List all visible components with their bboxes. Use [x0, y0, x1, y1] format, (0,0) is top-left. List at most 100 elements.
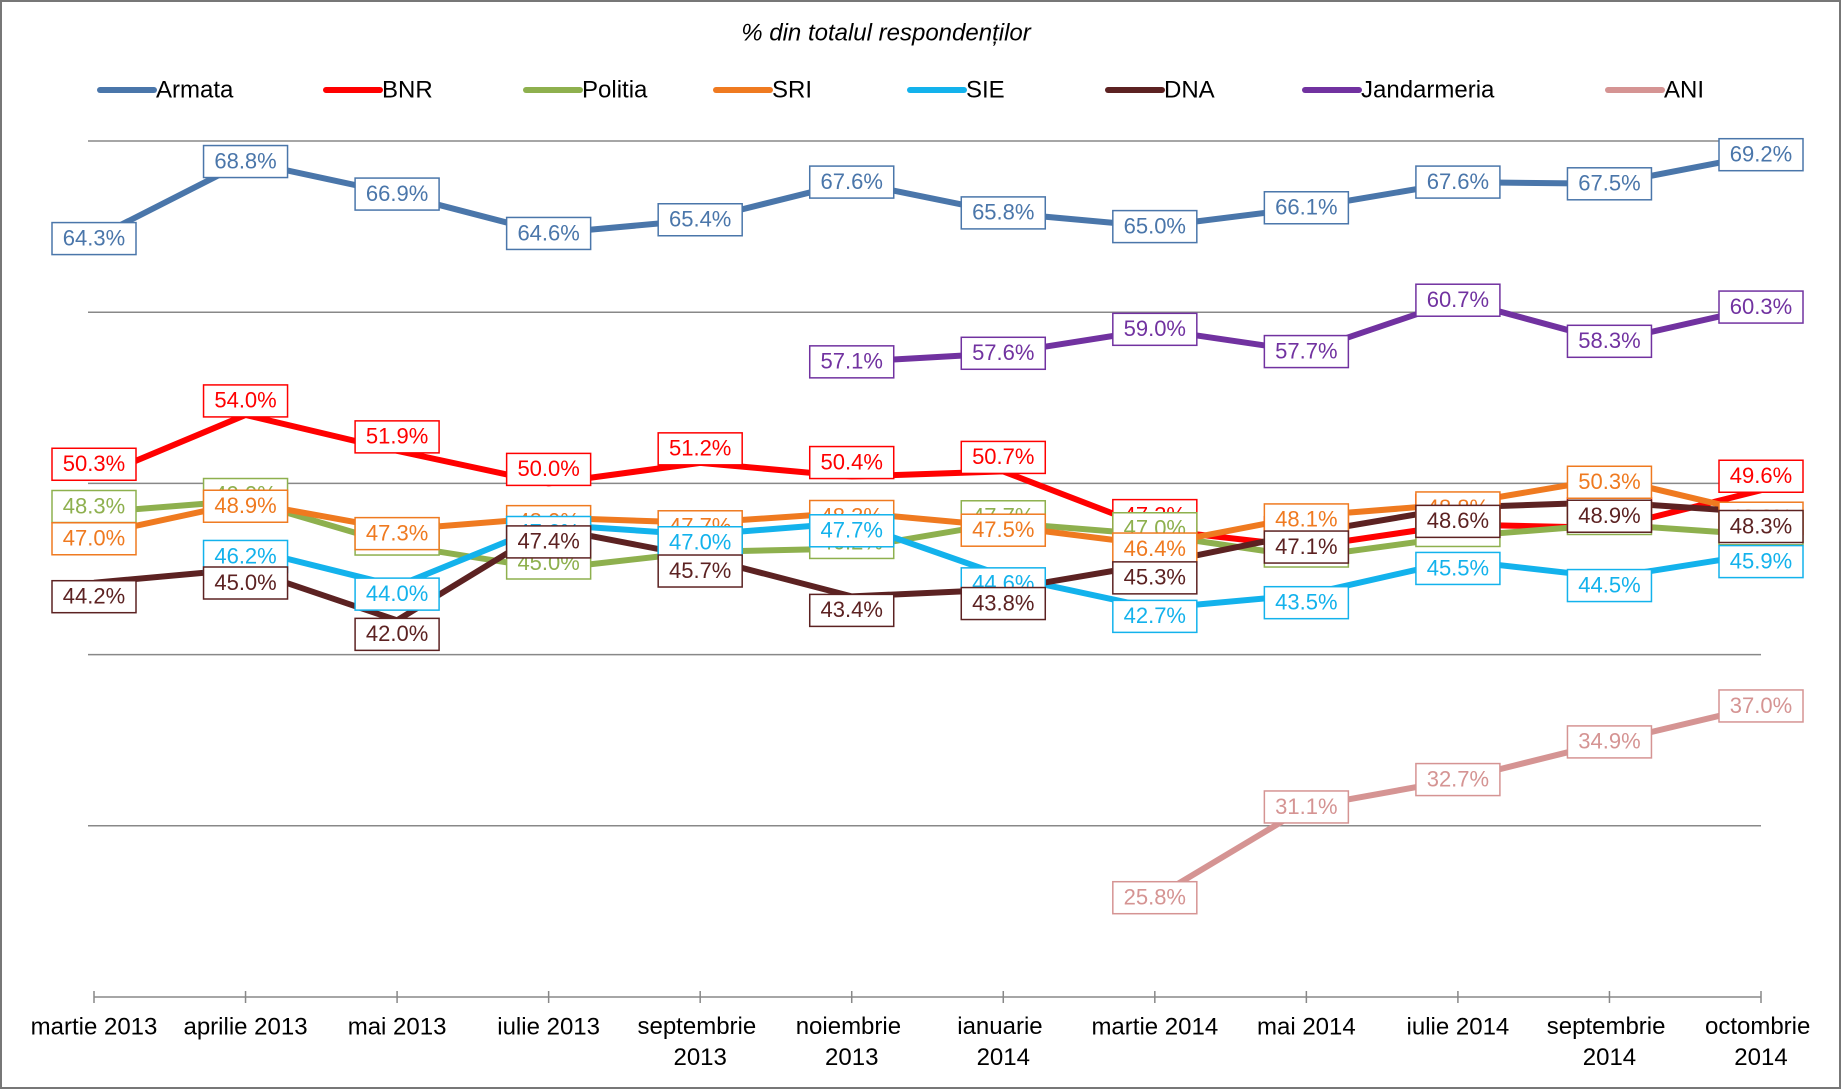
x-tick-label: mai 2013: [348, 1013, 447, 1040]
data-label: 42.7%: [1124, 603, 1186, 628]
label-box: [1263, 585, 1350, 620]
data-label: 47.5%: [972, 517, 1034, 542]
data-label: 44.5%: [1578, 572, 1640, 597]
legend-label: SIE: [966, 76, 1005, 103]
label-box: [505, 216, 592, 251]
data-label: 48.3%: [63, 493, 125, 518]
data-label: 58.3%: [1578, 328, 1640, 353]
data-label: 45.7%: [669, 558, 731, 583]
data-label: 46.2%: [214, 543, 276, 568]
data-label: 45.3%: [1124, 565, 1186, 590]
data-label: 65.0%: [1124, 213, 1186, 238]
label-box: [51, 489, 137, 524]
data-label: 43.5%: [1275, 589, 1337, 614]
data-label: 50.7%: [972, 444, 1034, 469]
data-label: 57.1%: [821, 349, 883, 374]
label-box: [354, 177, 440, 211]
label-box: [657, 526, 743, 560]
data-label: 66.1%: [1275, 195, 1337, 220]
label-box: [1112, 532, 1198, 566]
label-box: [1718, 689, 1804, 723]
data-label: 25.8%: [1124, 885, 1186, 910]
legend: Armata BNR Politia SRI SIE DNA Jandarmeria ANI: [97, 76, 1704, 103]
label-box: [505, 525, 592, 559]
data-label: 50.3%: [63, 451, 125, 476]
x-tick-label: iulie 2014: [1407, 1013, 1510, 1040]
legend-label: Jandarmeria: [1361, 76, 1495, 103]
data-label: 42.0%: [366, 621, 428, 646]
label-box: [354, 577, 440, 611]
label-box: [202, 489, 289, 523]
label-box: [354, 617, 440, 652]
data-label: 48.9%: [1578, 503, 1640, 528]
data-label: 31.1%: [1275, 794, 1337, 819]
legend-label: SRI: [772, 76, 812, 103]
data-label: 65.8%: [972, 200, 1034, 225]
label-box: [1415, 762, 1501, 797]
data-label: 43.8%: [972, 590, 1034, 615]
label-box: [1718, 290, 1804, 324]
x-tick-label: iulie 2013: [497, 1013, 600, 1040]
x-tick-label: aprilie 2013: [183, 1013, 307, 1040]
data-label: 48.9%: [214, 493, 276, 518]
x-tick-label: mai 2014: [1257, 1013, 1356, 1040]
grid: [88, 140, 1761, 827]
x-tick-label: martie 2013: [31, 1013, 158, 1040]
label-box: [354, 516, 440, 551]
data-label: 50.4%: [821, 449, 883, 474]
label-box: [1263, 790, 1350, 824]
label-box: [657, 554, 743, 588]
label-box: [960, 440, 1047, 475]
data-label: 45.0%: [214, 570, 276, 595]
data-label: 48.6%: [1427, 508, 1489, 533]
data-label: 69.2%: [1730, 142, 1792, 167]
label-box: [808, 514, 895, 548]
label-box: [1415, 504, 1501, 539]
data-label: 37.0%: [1730, 693, 1792, 718]
data-label: 67.6%: [821, 169, 883, 194]
legend-label: Politia: [582, 76, 648, 103]
x-tick-label: ianuarie 2014: [957, 1013, 1049, 1071]
label-box: [202, 566, 289, 600]
data-label: 46.4%: [1124, 536, 1186, 561]
label-box: [202, 144, 289, 179]
data-label: 47.1%: [1275, 534, 1337, 559]
label-box: [960, 336, 1047, 371]
data-label: 68.8%: [214, 148, 276, 173]
label-box: [51, 447, 137, 482]
data-label: 32.7%: [1427, 766, 1489, 791]
label-box: [51, 522, 137, 556]
data-label: 45.9%: [1730, 548, 1792, 573]
x-tick-label: martie 2014: [1091, 1013, 1218, 1040]
data-label: 48.1%: [1275, 507, 1337, 532]
data-label: 43.4%: [821, 597, 883, 622]
label-box: [960, 586, 1047, 621]
data-label: 47.7%: [821, 518, 883, 543]
data-label: 47.0%: [669, 530, 731, 555]
label-box: [1263, 530, 1350, 564]
x-tick-label: noiembrie 2013: [796, 1013, 908, 1071]
label-box: [1415, 165, 1501, 199]
label-box: [1112, 561, 1198, 595]
label-box: [51, 221, 137, 256]
label-box: [1112, 209, 1198, 244]
data-label: 51.2%: [669, 436, 731, 461]
data-label: 49.6%: [1730, 463, 1792, 488]
label-box: [1263, 191, 1350, 225]
data-label: 50.3%: [1578, 469, 1640, 494]
label-box: [960, 513, 1047, 547]
label-box: [1415, 283, 1501, 317]
data-label: 67.5%: [1578, 171, 1640, 196]
data-label: 44.0%: [366, 581, 428, 606]
legend-label: BNR: [382, 76, 433, 103]
data-label: 66.9%: [366, 181, 428, 206]
label-box: [1718, 137, 1804, 172]
label-box: [1566, 324, 1653, 359]
label-box: [808, 445, 895, 480]
label-box: [354, 420, 440, 454]
label-box: [505, 452, 592, 487]
data-label: 54.0%: [214, 388, 276, 413]
data-label: 47.0%: [63, 526, 125, 551]
label-box: [960, 196, 1047, 230]
